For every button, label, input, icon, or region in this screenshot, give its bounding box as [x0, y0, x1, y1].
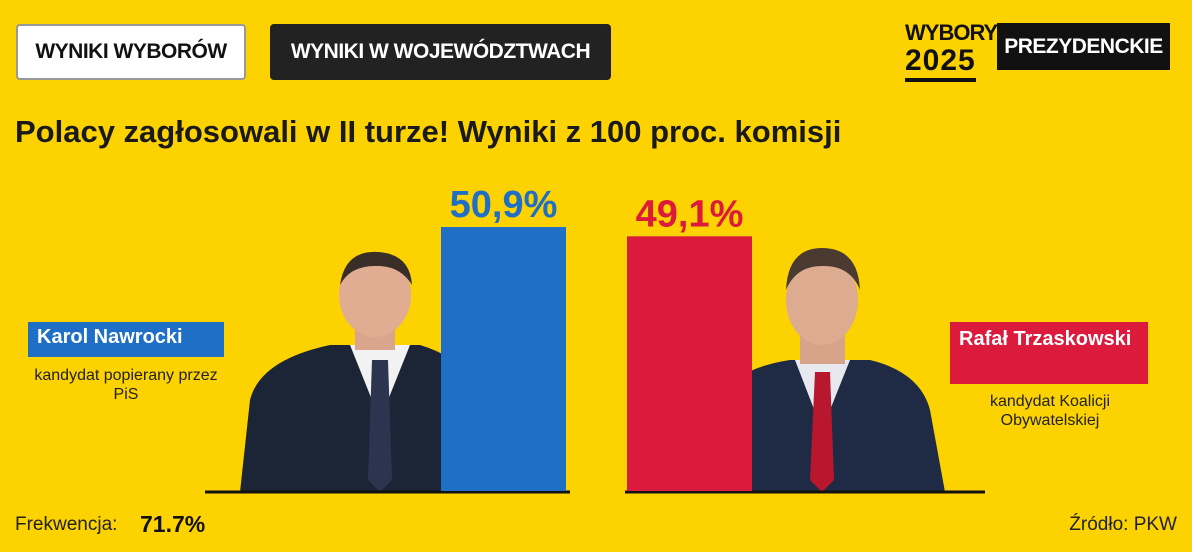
logo-badge: PREZYDENCKIE: [997, 23, 1170, 70]
logo-text: WYBORY: [905, 20, 998, 45]
candidate-photo: [240, 251, 490, 492]
turnout-value: 71.7%: [140, 511, 206, 537]
bar: [441, 227, 566, 491]
value-label: 50,9%: [450, 184, 558, 226]
bar: [627, 236, 752, 491]
candidate-description: kandydat Koalicji Obywatelskiej: [989, 393, 1111, 429]
candidate-description: kandydat popierany przez PiS: [34, 367, 218, 403]
source: Źródło: PKW: [1069, 514, 1177, 535]
turnout-label: Frekwencja:: [15, 514, 118, 535]
candidate-name: Rafał Trzaskowski: [950, 322, 1148, 384]
candidate-photo: [705, 248, 945, 492]
chart-title: Polacy zagłosowali w II turze! Wyniki z …: [15, 114, 842, 149]
tab[interactable]: WYNIKI WYBORÓW: [16, 24, 246, 80]
candidate-name: Karol Nawrocki: [28, 322, 224, 357]
value-label: 49,1%: [636, 193, 744, 235]
logo-year: 2025: [905, 44, 976, 82]
tab[interactable]: WYNIKI W WOJEWÓDZTWACH: [270, 24, 611, 80]
